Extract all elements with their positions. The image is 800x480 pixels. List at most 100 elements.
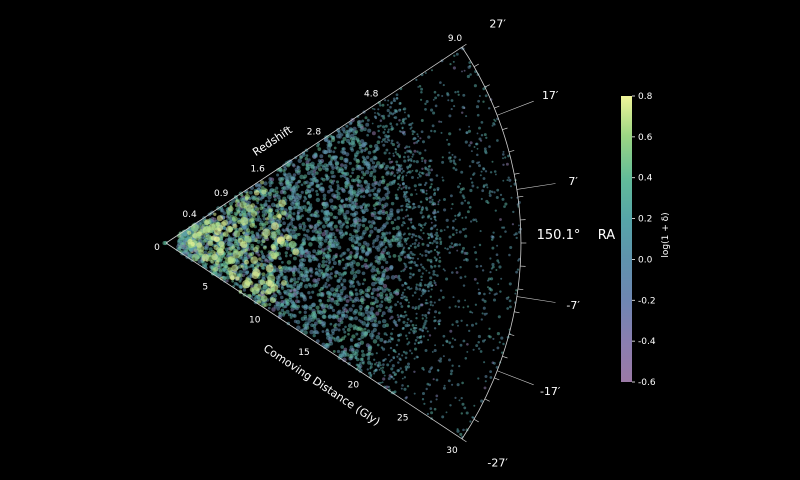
- data-point: [307, 291, 311, 295]
- data-point: [265, 264, 274, 273]
- data-point: [326, 216, 331, 220]
- data-point: [324, 268, 329, 273]
- data-point: [430, 265, 434, 269]
- data-point: [291, 163, 295, 167]
- data-point: [362, 217, 367, 223]
- data-point: [441, 94, 444, 98]
- data-point: [295, 306, 299, 311]
- data-point: [424, 289, 427, 293]
- data-point: [357, 140, 361, 144]
- data-point: [364, 306, 369, 312]
- data-point: [273, 195, 276, 199]
- data-point: [404, 185, 408, 189]
- data-point: [389, 122, 393, 126]
- data-point: [281, 210, 287, 216]
- distance-tick-label: 30: [446, 446, 458, 456]
- data-point: [435, 174, 439, 177]
- data-point: [454, 214, 457, 217]
- data-point: [336, 186, 341, 191]
- data-point: [299, 262, 303, 267]
- data-point: [300, 183, 304, 187]
- data-point: [432, 378, 435, 381]
- data-point: [349, 146, 354, 151]
- data-point: [272, 265, 277, 269]
- data-point: [294, 167, 299, 172]
- data-point: [268, 218, 272, 222]
- data-point: [228, 216, 232, 220]
- data-point: [420, 341, 423, 344]
- data-point: [324, 229, 329, 234]
- data-point: [286, 194, 292, 200]
- data-point: [410, 260, 414, 263]
- data-point: [336, 195, 341, 201]
- data-point: [346, 130, 351, 135]
- data-point: [344, 325, 347, 329]
- data-point: [321, 164, 324, 167]
- data-point: [387, 377, 391, 381]
- data-point: [387, 114, 391, 118]
- data-point: [305, 277, 310, 282]
- data-point: [475, 264, 479, 268]
- data-point: [287, 223, 291, 227]
- data-point: [454, 90, 457, 94]
- data-point: [458, 230, 462, 234]
- arc-minor-tick: [494, 377, 500, 381]
- data-point: [306, 201, 311, 205]
- data-point: [483, 361, 486, 364]
- data-point: [434, 310, 438, 314]
- data-point: [381, 232, 387, 237]
- data-point: [420, 98, 423, 101]
- data-point: [336, 349, 341, 354]
- data-point: [360, 334, 365, 339]
- data-point: [427, 233, 431, 237]
- data-point: [382, 131, 386, 134]
- data-point: [422, 326, 425, 330]
- data-point: [429, 259, 433, 263]
- data-point: [420, 90, 423, 94]
- data-point: [282, 190, 287, 195]
- data-point: [392, 154, 395, 157]
- data-point: [433, 191, 436, 195]
- data-point: [397, 163, 400, 167]
- data-point: [384, 202, 389, 207]
- data-point: [386, 296, 391, 301]
- data-point: [502, 179, 505, 182]
- data-point: [339, 156, 344, 161]
- data-point: [434, 211, 437, 215]
- data-point: [388, 266, 394, 271]
- data-point: [463, 259, 466, 262]
- data-point: [347, 217, 351, 221]
- data-point: [369, 371, 372, 374]
- data-point: [292, 283, 297, 287]
- data-point: [502, 153, 505, 156]
- data-point: [428, 383, 432, 387]
- data-point: [445, 411, 448, 414]
- data-point: [340, 345, 345, 349]
- data-point: [411, 242, 414, 246]
- data-point: [246, 212, 251, 217]
- data-point: [196, 244, 205, 253]
- data-point: [477, 288, 480, 291]
- data-point: [420, 156, 424, 160]
- data-point: [390, 367, 394, 371]
- data-point: [349, 261, 354, 266]
- data-point: [367, 357, 370, 361]
- data-point: [469, 420, 472, 423]
- data-point: [357, 124, 362, 129]
- data-point: [458, 128, 462, 131]
- data-point: [434, 96, 437, 100]
- data-point: [299, 281, 304, 285]
- data-point: [349, 338, 354, 343]
- data-point: [496, 332, 500, 336]
- data-point: [232, 223, 238, 229]
- data-point: [477, 334, 481, 339]
- data-point: [482, 167, 485, 170]
- data-point: [286, 172, 292, 178]
- data-point: [441, 160, 445, 164]
- colorbar-tick-label: 0.6: [638, 133, 653, 143]
- data-point: [442, 386, 446, 390]
- data-point: [340, 133, 344, 137]
- data-point: [331, 315, 335, 319]
- data-point: [345, 303, 349, 307]
- data-point: [462, 284, 466, 287]
